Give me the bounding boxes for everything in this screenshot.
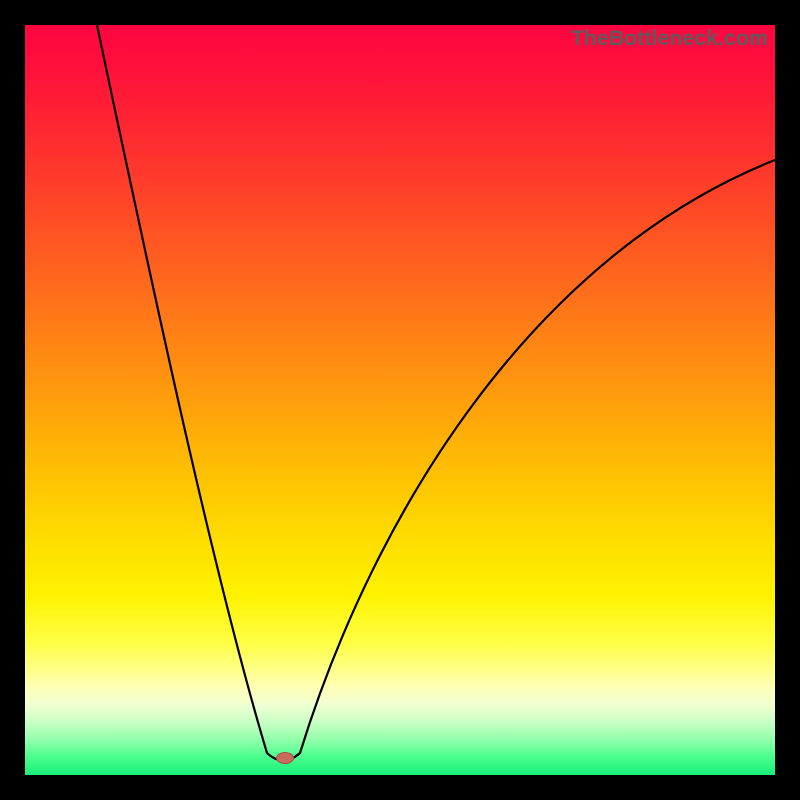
chart-background bbox=[25, 25, 775, 775]
watermark-text: TheBottleneck.com bbox=[571, 27, 768, 51]
plot-area: TheBottleneck.com bbox=[25, 25, 775, 775]
minimum-marker bbox=[276, 752, 294, 764]
outer-frame: TheBottleneck.com bbox=[0, 0, 800, 800]
curve-path bbox=[97, 25, 775, 761]
chart-svg bbox=[25, 25, 775, 775]
